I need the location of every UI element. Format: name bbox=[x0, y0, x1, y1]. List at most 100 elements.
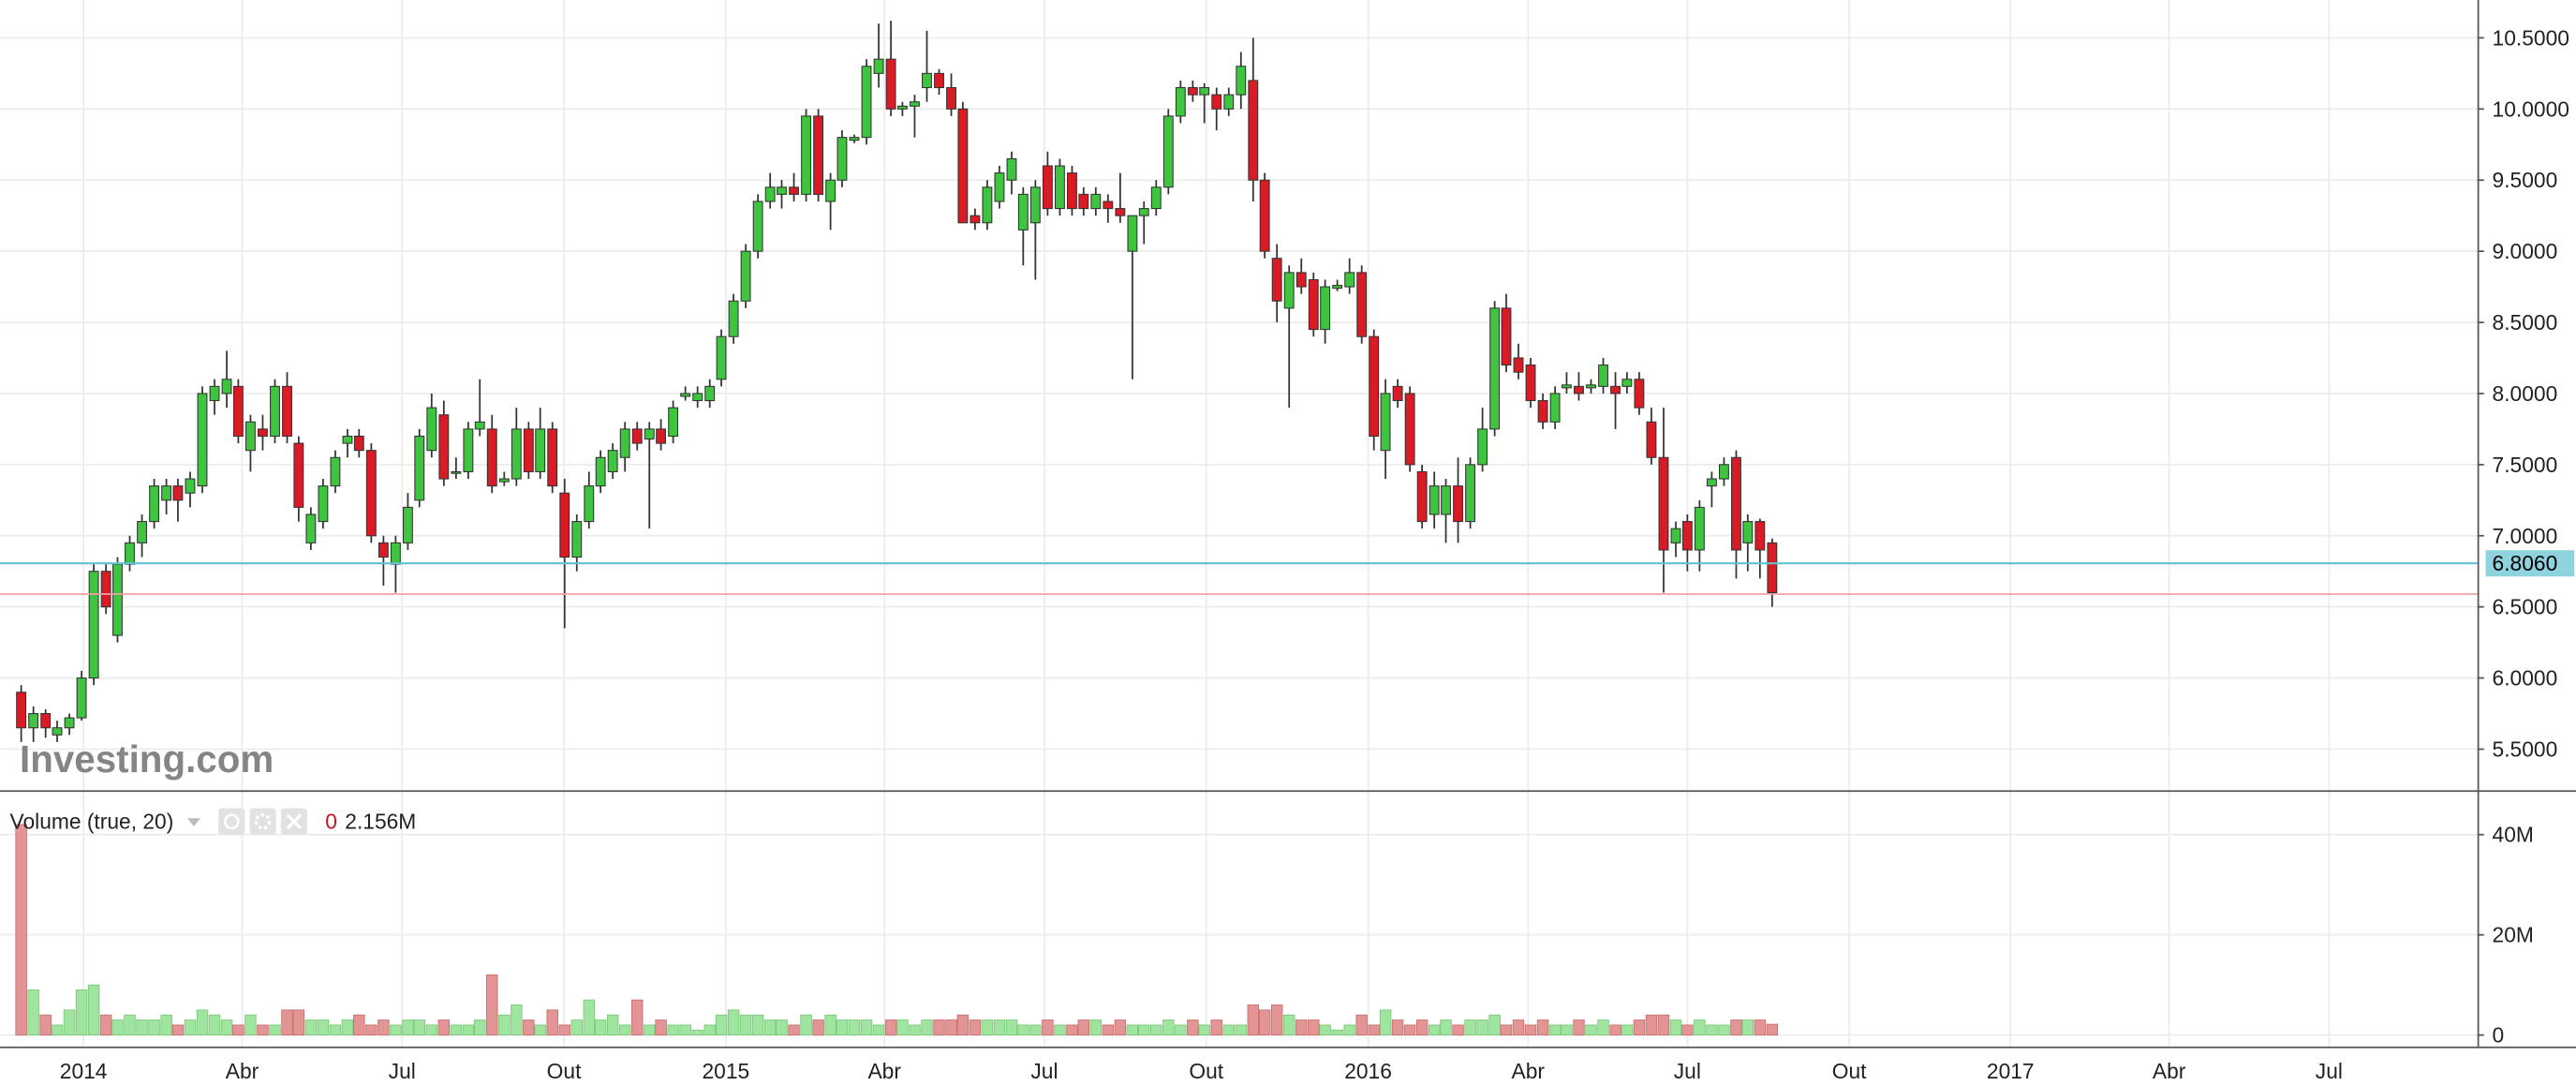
candle-body bbox=[463, 428, 474, 472]
volume-bar bbox=[1368, 1024, 1380, 1036]
watermark: Investing.com bbox=[20, 737, 274, 781]
x-tick-label: Abr bbox=[2153, 1059, 2186, 1083]
candle-body bbox=[1295, 272, 1307, 288]
volume-bar bbox=[751, 1014, 764, 1036]
volume-bar bbox=[921, 1019, 933, 1036]
candle-body bbox=[1150, 186, 1162, 210]
candle-body bbox=[221, 379, 232, 394]
candle-body bbox=[1078, 193, 1089, 210]
candle-body bbox=[88, 571, 99, 679]
candle-body bbox=[64, 717, 75, 729]
volume-bar bbox=[715, 1014, 728, 1036]
candle-body bbox=[414, 435, 425, 501]
volume-bar bbox=[171, 1024, 185, 1036]
volume-bar bbox=[679, 1024, 691, 1036]
candle-body bbox=[1271, 258, 1282, 302]
candle-body bbox=[318, 485, 329, 523]
candle-body bbox=[1706, 478, 1717, 487]
candle-body bbox=[161, 485, 172, 501]
volume-bar bbox=[1681, 1024, 1694, 1036]
candle-body bbox=[1754, 521, 1766, 551]
candle-body bbox=[1489, 307, 1501, 430]
candle-body bbox=[76, 677, 87, 719]
volume-bar bbox=[824, 1014, 836, 1036]
volume-bar bbox=[594, 1019, 607, 1036]
volume-bar bbox=[1029, 1024, 1042, 1036]
volume-bar bbox=[523, 1019, 535, 1036]
candle-body bbox=[1090, 193, 1102, 210]
volume-bar bbox=[51, 1024, 64, 1036]
volume-bar bbox=[1331, 1029, 1343, 1036]
volume-bar bbox=[232, 1024, 244, 1036]
visibility-button[interactable] bbox=[218, 808, 245, 835]
volume-bar bbox=[220, 1019, 233, 1036]
volume-bar bbox=[63, 1009, 76, 1036]
volume-bar bbox=[812, 1019, 824, 1036]
volume-bar bbox=[1621, 1024, 1634, 1036]
indicator-value: 2.156M bbox=[345, 810, 416, 834]
volume-bar bbox=[776, 1019, 788, 1036]
marks-layer bbox=[15, 21, 1779, 1036]
candle-body bbox=[704, 385, 716, 402]
volume-bar bbox=[184, 1019, 197, 1036]
candle-body bbox=[1332, 285, 1343, 290]
overlay-layer: 2014 Abr Jul Out 2015 Abr Jul Out 2016 Abr Jul Out 2… bbox=[0, 25, 2575, 1083]
volume-bar bbox=[136, 1019, 148, 1036]
x-tick-label: Abr bbox=[226, 1059, 259, 1083]
volume-bar bbox=[27, 989, 39, 1036]
volume-bar bbox=[1633, 1019, 1646, 1036]
x-tick-label: Out bbox=[1832, 1059, 1867, 1083]
volume-bar bbox=[1077, 1019, 1090, 1036]
volume-bar bbox=[1730, 1019, 1742, 1036]
candle-body bbox=[849, 137, 860, 141]
x-tick-label: Out bbox=[547, 1059, 582, 1083]
volume-bar bbox=[1017, 1024, 1029, 1036]
volume-bar bbox=[437, 1019, 451, 1036]
y-tick-label: 9.0000 bbox=[2493, 239, 2558, 263]
settings-button[interactable] bbox=[249, 808, 276, 835]
x-tick-label: Jul bbox=[1030, 1059, 1058, 1083]
candle-body bbox=[668, 407, 679, 438]
volume-bar bbox=[353, 1014, 365, 1036]
candle-body bbox=[982, 186, 993, 224]
candle-body bbox=[1054, 165, 1065, 210]
candle-body bbox=[402, 506, 413, 543]
candle-body bbox=[680, 393, 691, 397]
volume-bar bbox=[583, 999, 596, 1036]
volume-bar bbox=[1403, 1024, 1416, 1036]
volume-bar bbox=[1042, 1019, 1054, 1036]
candle-body bbox=[1537, 400, 1548, 423]
candle-body bbox=[607, 450, 618, 472]
volume-bar bbox=[1415, 1019, 1429, 1036]
candle-body bbox=[813, 115, 824, 195]
candle-body bbox=[1610, 385, 1621, 394]
candle-body bbox=[1453, 485, 1463, 523]
volume-bar bbox=[1476, 1019, 1488, 1036]
y-tick-label: 9.5000 bbox=[2493, 168, 2558, 192]
volume-bar bbox=[1754, 1019, 1767, 1036]
volume-bar bbox=[739, 1014, 752, 1036]
volume-bar bbox=[1198, 1024, 1210, 1036]
candle-body bbox=[1187, 86, 1198, 96]
candle-body bbox=[1320, 286, 1331, 331]
candle-body bbox=[692, 393, 703, 402]
volume-bar bbox=[1573, 1019, 1585, 1036]
volume-bar bbox=[1452, 1024, 1464, 1036]
volume-bar bbox=[1440, 1019, 1452, 1036]
candle-body bbox=[293, 442, 304, 508]
volume-bar bbox=[1669, 1019, 1682, 1036]
candle-body bbox=[1513, 357, 1524, 373]
candle-body bbox=[1392, 385, 1403, 402]
candle-body bbox=[1175, 86, 1186, 117]
indicator-dropdown[interactable] bbox=[186, 818, 200, 826]
volume-bar bbox=[1766, 1023, 1779, 1036]
volume-bar bbox=[933, 1019, 945, 1036]
candle-body bbox=[511, 428, 522, 480]
volume-bar bbox=[1162, 1019, 1175, 1036]
candle-body bbox=[1742, 521, 1754, 543]
remove-icon bbox=[286, 813, 303, 829]
candle-body bbox=[1356, 272, 1368, 337]
volume-bar bbox=[160, 1014, 172, 1036]
volume-bar bbox=[1150, 1024, 1162, 1036]
volume-bar bbox=[1089, 1019, 1103, 1036]
